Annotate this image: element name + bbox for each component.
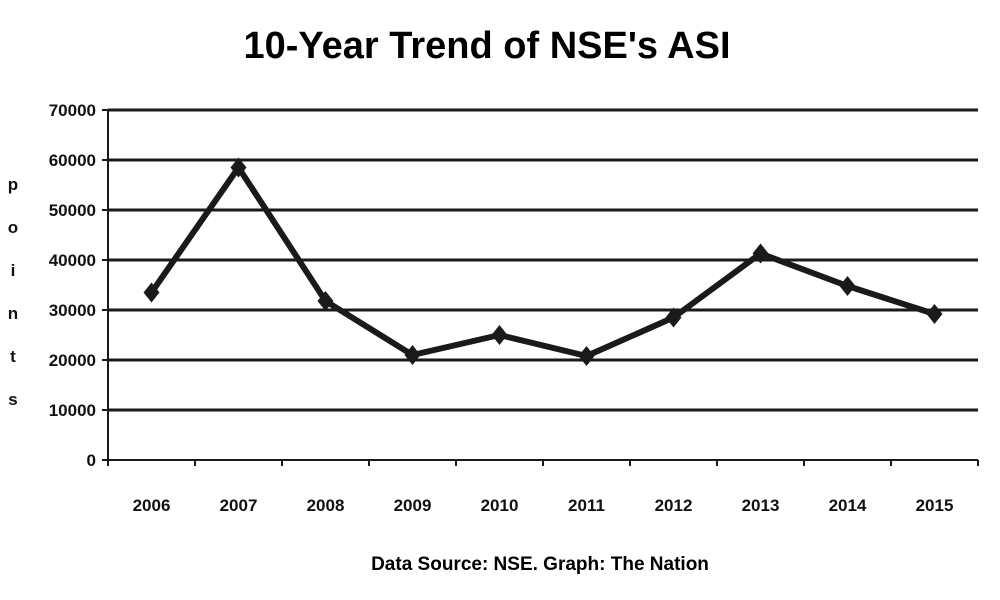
- data-point-2012: [665, 307, 682, 328]
- y-tick-labels: 0 10000 20000 30000 40000 50000 60000 70000: [49, 101, 96, 470]
- y-axis-label-letter: p: [8, 175, 18, 194]
- axes: [102, 109, 979, 466]
- y-tick-label: 0: [87, 451, 96, 470]
- series-line: [149, 164, 936, 359]
- x-tick-label: 2007: [220, 496, 258, 515]
- data-point-2006: [143, 282, 160, 303]
- chart-title: 10-Year Trend of NSE's ASI: [243, 25, 730, 67]
- y-axis-label: p o i n t s: [8, 175, 18, 409]
- x-tick-label: 2009: [394, 496, 432, 515]
- data-points: [143, 157, 943, 366]
- y-axis-label-letter: o: [8, 218, 18, 237]
- y-axis-label-letter: t: [10, 347, 16, 366]
- x-tick-label: 2013: [742, 496, 780, 515]
- x-tick-label: 2015: [916, 496, 954, 515]
- y-axis-label-letter: i: [11, 261, 16, 280]
- y-tick-label: 30000: [49, 301, 96, 320]
- data-point-2009: [404, 345, 421, 365]
- x-tick-labels: 2006 2007 2008 2009 2010 2011 2012 2013 2014 2015: [133, 496, 954, 515]
- x-tick-label: 2010: [481, 496, 519, 515]
- y-tick-label: 20000: [49, 351, 96, 370]
- x-tick-label: 2008: [307, 496, 345, 515]
- series-asi: [149, 164, 936, 359]
- y-axis-label-letter: s: [8, 390, 17, 409]
- data-point-2013: [752, 243, 769, 264]
- x-tick-label: 2006: [133, 496, 171, 515]
- y-tick-label: 10000: [49, 401, 96, 420]
- data-point-2014: [839, 276, 856, 296]
- y-tick-label: 50000: [49, 201, 96, 220]
- x-tick-label: 2011: [568, 496, 605, 515]
- y-tick-label: 40000: [49, 251, 96, 270]
- y-axis-label-letter: n: [8, 304, 18, 323]
- x-tick-label: 2012: [655, 496, 693, 515]
- x-tick-label: 2014: [829, 496, 867, 515]
- data-point-2010: [491, 325, 508, 345]
- gridlines: [108, 108, 978, 412]
- data-source-note: Data Source: NSE. Graph: The Nation: [371, 554, 709, 575]
- y-tick-label: 70000: [49, 101, 96, 120]
- data-point-2007: [230, 157, 247, 178]
- data-point-2008: [317, 291, 334, 311]
- data-point-2015: [926, 304, 943, 324]
- y-tick-label: 60000: [49, 151, 96, 170]
- data-point-2011: [578, 346, 595, 366]
